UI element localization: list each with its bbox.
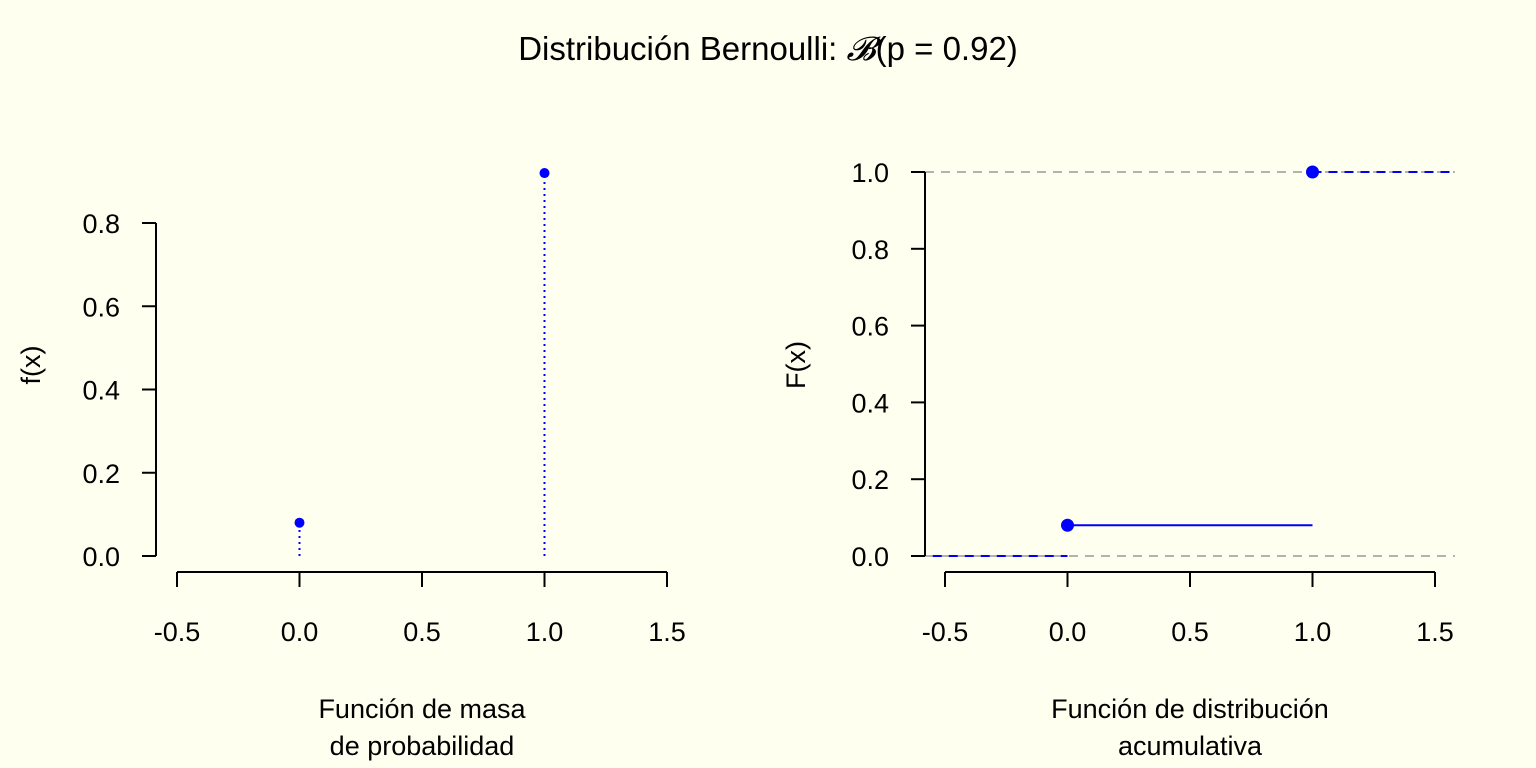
pmf-x-tick-label: 1.0 — [526, 617, 564, 647]
cdf-x-tick-label: 1.5 — [1416, 617, 1454, 647]
cdf-y-tick-label: 0.6 — [851, 312, 889, 342]
cdf-y-tick-label: 0.2 — [851, 465, 889, 495]
cdf-x-axis-title-line2: acumulativa — [1118, 731, 1263, 761]
pmf-x-axis-title-line1: Función de masa — [318, 694, 526, 724]
pmf-y-tick-label: 0.2 — [82, 459, 120, 489]
main-title-suffix: (p = 0.92) — [876, 30, 1018, 67]
pmf-point — [539, 168, 550, 179]
pmf-x-tick-label: 1.5 — [648, 617, 686, 647]
cdf-y-tick-label: 0.8 — [851, 235, 889, 265]
main-title: Distribución Bernoulli: 𝓑(p = 0.92) — [518, 29, 1018, 68]
cdf-y-tick-label: 0.0 — [851, 542, 889, 572]
cdf-x-tick-label: 0.0 — [1049, 617, 1087, 647]
cdf-y-tick-label: 0.4 — [851, 388, 889, 418]
cdf-x-axis-title-line1: Función de distribución — [1051, 694, 1329, 724]
pmf-x-tick-label: 0.5 — [403, 617, 441, 647]
pmf-y-tick-label: 0.8 — [82, 209, 120, 239]
cdf-y-tick-label: 1.0 — [851, 158, 889, 188]
pmf-x-tick-label: 0.0 — [281, 617, 319, 647]
main-title-prefix: Distribución Bernoulli: — [518, 30, 846, 67]
pmf-x-axis-title-line2: de probabilidad — [330, 731, 515, 761]
pmf-panel: 0.0 0.2 0.4 0.6 0.8 -0.5 0.0 0.5 1.0 1.5 Función d… — [16, 168, 686, 761]
cdf-point — [1306, 165, 1319, 179]
cdf-y-axis-title: F(x) — [781, 341, 811, 389]
cdf-panel: 0.0 0.2 0.4 0.6 0.8 1.0 -0.5 0.0 0.5 1.0 1.5 Funció… — [781, 158, 1455, 761]
pmf-y-tick-label: 0.6 — [82, 292, 120, 322]
pmf-y-tick-label: 0.0 — [82, 542, 120, 572]
pmf-y-tick-label: 0.4 — [82, 376, 120, 406]
cdf-x-tick-label: -0.5 — [922, 617, 969, 647]
cdf-x-tick-label: 0.5 — [1171, 617, 1209, 647]
cdf-x-tick-label: 1.0 — [1294, 617, 1332, 647]
pmf-point — [294, 517, 305, 528]
pmf-y-axis-title: f(x) — [16, 346, 46, 385]
cdf-point — [1061, 518, 1074, 532]
pmf-x-tick-label: -0.5 — [154, 617, 201, 647]
